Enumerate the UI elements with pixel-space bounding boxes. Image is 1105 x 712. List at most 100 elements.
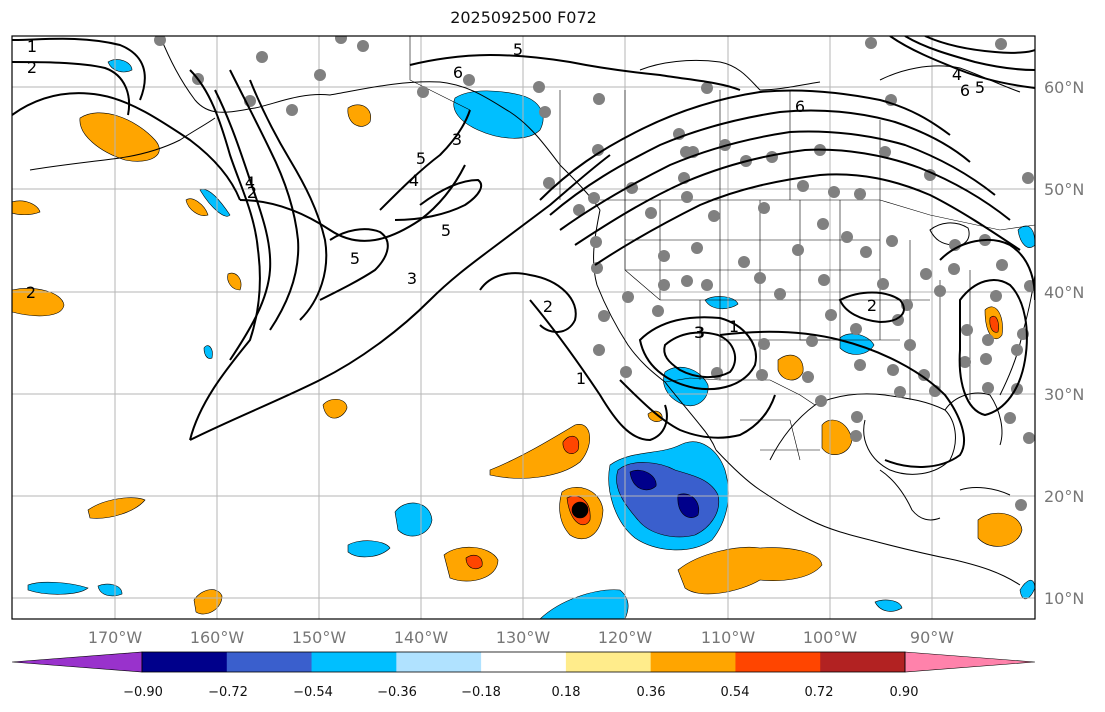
- contour-label: 5: [513, 40, 523, 59]
- mexico-states: [740, 419, 820, 461]
- contour-label: 1: [729, 317, 739, 336]
- colorbar-extend-min: [11, 651, 143, 673]
- contour-label: 4: [952, 65, 962, 84]
- cuba: [959, 487, 1011, 496]
- contour-mexico-ring-1: [638, 316, 757, 391]
- state-lines-2: [659, 200, 830, 380]
- positive-area-texas: [777, 354, 804, 381]
- contour-label: 5: [441, 221, 451, 240]
- strong-positive-center: [571, 501, 589, 519]
- state-lines-4: [839, 200, 971, 400]
- colorbar-swatch: [481, 652, 567, 672]
- lon-label: 120°W: [598, 628, 653, 647]
- contour-east-trough-2: [939, 239, 1035, 301]
- colorbar-tick-label: 0.18: [552, 685, 581, 700]
- contours: [12, 36, 1035, 468]
- central-america: [869, 539, 1021, 586]
- lon-label: 110°W: [701, 628, 756, 647]
- contour-label: 5: [975, 78, 985, 97]
- station-markers: [154, 36, 1035, 511]
- negative-area-east-caribbean: [874, 599, 903, 612]
- contour-label: 3: [407, 269, 417, 288]
- graticule: [12, 36, 1035, 619]
- lat-label: 10°N: [1044, 589, 1084, 608]
- negative-area-south-strip: [539, 589, 629, 619]
- colorbar-swatch: [142, 652, 228, 672]
- contour-label: 1: [27, 37, 37, 56]
- contour-low-outer: [189, 69, 261, 441]
- negative-area-west-south-2: [97, 583, 123, 597]
- baja-peninsula: [664, 381, 717, 451]
- lon-label: 150°W: [292, 628, 347, 647]
- negative-area-west-south: [27, 581, 89, 595]
- contour-label: 3: [695, 323, 705, 342]
- negative-area-alaska-panhandle: [453, 90, 544, 139]
- negative-area-bering: [107, 59, 133, 73]
- contour-labels: 1 2 3 4 5 6 2 5 5 4 3 2 6 5 3 2 1 3 2 1 …: [26, 37, 985, 388]
- lon-label: 130°W: [496, 628, 551, 647]
- lon-label: 90°W: [910, 628, 954, 647]
- contour-east-trough-1: [958, 279, 1028, 417]
- contour-label: 2: [27, 58, 37, 77]
- contour-low-2: [214, 89, 272, 361]
- state-lines-3: [625, 239, 930, 341]
- colorbar-tick-label: −0.90: [123, 685, 163, 700]
- contour-jet-3: [549, 109, 971, 216]
- contour-low-5: [319, 228, 389, 301]
- map-title: 2025092500 F072: [450, 8, 597, 27]
- contour-mexico-ring-2: [663, 331, 737, 378]
- strong-positive-core-3: [465, 554, 483, 570]
- colorbar-tick-label: −0.36: [377, 685, 417, 700]
- colorbar-tick-label: −0.18: [461, 685, 501, 700]
- lat-label: 40°N: [1044, 283, 1084, 302]
- contour-label: 4: [245, 173, 255, 192]
- colorbar-swatch: [226, 652, 313, 672]
- florida-coast: [944, 392, 1003, 446]
- colorbar: [11, 651, 1036, 673]
- contour-label: 2: [867, 296, 877, 315]
- yucatan: [879, 469, 941, 521]
- negative-area-southwest-us: [704, 296, 739, 310]
- hudson-bay: [879, 65, 1021, 93]
- contour-trough: [189, 154, 611, 441]
- contour-northeast-3: [924, 36, 1035, 54]
- colorbar-tick-label: 0.72: [805, 685, 834, 700]
- colorbar-tick-label: −0.72: [208, 685, 248, 700]
- positive-area-hawaii-south: [87, 497, 146, 519]
- colorbar-swatch: [396, 652, 482, 672]
- contour-label: 6: [960, 81, 970, 100]
- contour-west-1: [12, 37, 146, 101]
- contour-label: 3: [694, 323, 704, 342]
- negative-area-small-b: [203, 345, 213, 359]
- contour-jet-1: [409, 53, 741, 91]
- contour-ridge-2: [379, 109, 471, 211]
- contour-west-2: [12, 61, 130, 116]
- map-panel: 1 2 3 4 5 6 2 5 5 4 3 2 6 5 3 2 1 3 2 1 …: [12, 36, 1035, 619]
- contour-label: 6: [795, 97, 805, 116]
- canada-arctic: [639, 59, 821, 91]
- negative-area-small-a: [199, 189, 231, 217]
- contour-northeast-1: [889, 36, 1035, 89]
- positive-area-west-pacific: [12, 288, 65, 317]
- positive-area-south-1: [193, 589, 223, 615]
- contour-label: 4: [409, 171, 419, 190]
- colorbar-frame: [141, 651, 906, 673]
- negative-area-northeast: [1017, 225, 1035, 248]
- contour-jet-5: [574, 148, 1011, 246]
- us-mexico-border: [664, 377, 816, 406]
- colorbar-extend-max: [904, 651, 1036, 673]
- colorbar-labels: −0.90 −0.72 −0.54 −0.36 −0.18 0.18 0.36 …: [123, 685, 918, 700]
- colorbar-swatch: [820, 652, 906, 672]
- colorbar-swatch: [565, 652, 652, 672]
- lon-label: 160°W: [190, 628, 245, 647]
- contour-label: 5: [350, 249, 360, 268]
- contour-east-low-1: [838, 291, 905, 324]
- colorbar-swatch: [311, 652, 397, 672]
- lat-label: 50°N: [1044, 180, 1084, 199]
- positive-area-small-4: [322, 399, 348, 419]
- contour-low-4: [249, 79, 328, 321]
- negative-area-mid-pacific: [394, 502, 433, 537]
- contour-low-3: [229, 69, 300, 331]
- contour-2-low: [479, 272, 577, 333]
- contour-label: 2: [543, 297, 553, 316]
